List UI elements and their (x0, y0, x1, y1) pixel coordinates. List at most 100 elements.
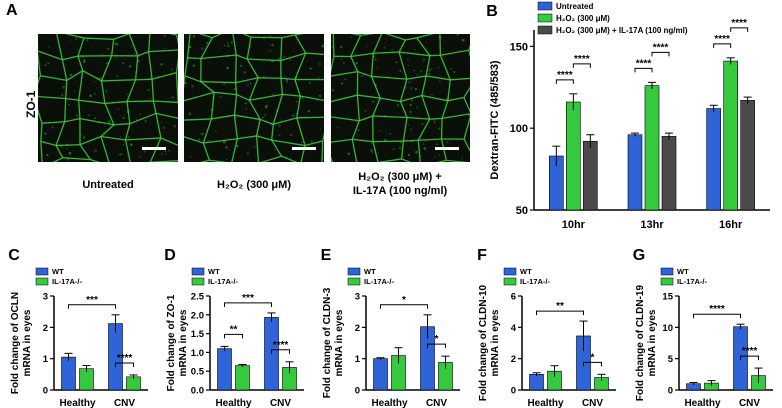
cell-border (40, 140, 57, 147)
significance-label: **** (714, 34, 730, 45)
significance-bracket (651, 51, 670, 57)
cell-border (100, 136, 110, 162)
speckle (192, 35, 196, 38)
significance-bracket (271, 349, 290, 354)
caption-line: H₂O₂ (300 μM) + (358, 171, 442, 183)
speckle (407, 154, 411, 157)
speckle (83, 59, 86, 62)
speckle (98, 77, 102, 80)
cell-border (421, 94, 448, 102)
cell-border (417, 140, 421, 162)
speckle (47, 62, 50, 65)
speckle (413, 69, 416, 72)
speckle (262, 116, 264, 119)
significance-label: * (435, 334, 439, 345)
speckle (456, 34, 459, 37)
cell-border (280, 78, 284, 95)
speckle (380, 129, 382, 132)
speckle (171, 96, 174, 99)
cell-border (281, 34, 296, 39)
speckle (383, 46, 386, 49)
legend-label: H₂O₂ (300 μM) (556, 14, 610, 23)
speckle (208, 38, 210, 41)
speckle (437, 66, 440, 69)
cell-border (372, 141, 379, 162)
cell-border (359, 115, 373, 122)
cell-border (246, 58, 259, 79)
speckle (438, 154, 440, 156)
bar (235, 365, 250, 391)
cell-border (436, 159, 447, 162)
speckle (431, 93, 434, 96)
significance-label: **** (709, 304, 725, 315)
bar (706, 108, 721, 211)
speckle (93, 92, 96, 96)
cell-border (113, 123, 130, 126)
cell-border (78, 70, 84, 101)
cell-border (187, 57, 202, 60)
significance-label: ** (556, 301, 564, 312)
speckle (264, 105, 268, 109)
speckle (233, 88, 236, 91)
cell-border (148, 49, 178, 53)
legend-label: H₂O₂ (300 μM) + IL-17A (100 ng/ml) (556, 26, 688, 35)
y-axis-label: Fold change of CLDN-10 (478, 285, 489, 402)
speckle (274, 148, 276, 151)
cell-border (202, 118, 213, 144)
cell-border (90, 158, 100, 162)
significance-bracket (713, 43, 732, 48)
significance-bracket (224, 302, 272, 307)
speckle (82, 60, 86, 64)
speckle (409, 110, 412, 114)
cell-border (55, 121, 66, 146)
speckle (201, 132, 205, 136)
bar (217, 348, 232, 391)
speckle (163, 34, 167, 38)
cell-border (62, 55, 79, 61)
cell-border (78, 100, 81, 119)
cell-border (55, 145, 64, 159)
y-tick-label: 0 (355, 386, 360, 397)
y-tick-label: 150 (510, 41, 528, 53)
cell-border (233, 94, 238, 116)
x-tick-label: Healthy (684, 398, 721, 408)
speckle (283, 55, 286, 58)
cell-border (231, 138, 238, 162)
cell-border (153, 100, 178, 104)
speckle (450, 67, 453, 70)
speckle (89, 94, 93, 98)
bar (644, 85, 660, 211)
cell-border (352, 138, 374, 143)
speckle (188, 112, 192, 116)
speckle (164, 150, 167, 153)
panel-letter: C (8, 247, 20, 264)
speckle (122, 143, 125, 146)
bar (723, 60, 738, 211)
speckle (307, 110, 310, 113)
cell-border (40, 123, 43, 142)
y-tick-label: 0 (43, 386, 48, 397)
speckle (290, 133, 293, 136)
speckle (83, 136, 86, 139)
speckle (428, 72, 431, 76)
speckle (173, 124, 177, 128)
legend-swatch (503, 277, 517, 286)
speckle (164, 47, 166, 49)
cell-border (209, 159, 228, 162)
speckle (61, 146, 64, 148)
y-axis-label: mRNA in eyes (22, 309, 33, 376)
cell-border (82, 70, 102, 82)
significance-label: **** (574, 54, 590, 65)
cell-border (357, 71, 372, 78)
speckle (68, 103, 71, 106)
speckle (271, 43, 274, 47)
legend-label: IL-17A-/- (208, 277, 239, 286)
cell-border (255, 135, 260, 162)
speckle (226, 158, 228, 161)
y-tick-label: 3 (43, 292, 48, 303)
speckle (165, 153, 167, 155)
speckle (161, 121, 163, 123)
speckle (395, 61, 398, 64)
cell-border (38, 75, 41, 85)
cell-border (271, 139, 283, 157)
